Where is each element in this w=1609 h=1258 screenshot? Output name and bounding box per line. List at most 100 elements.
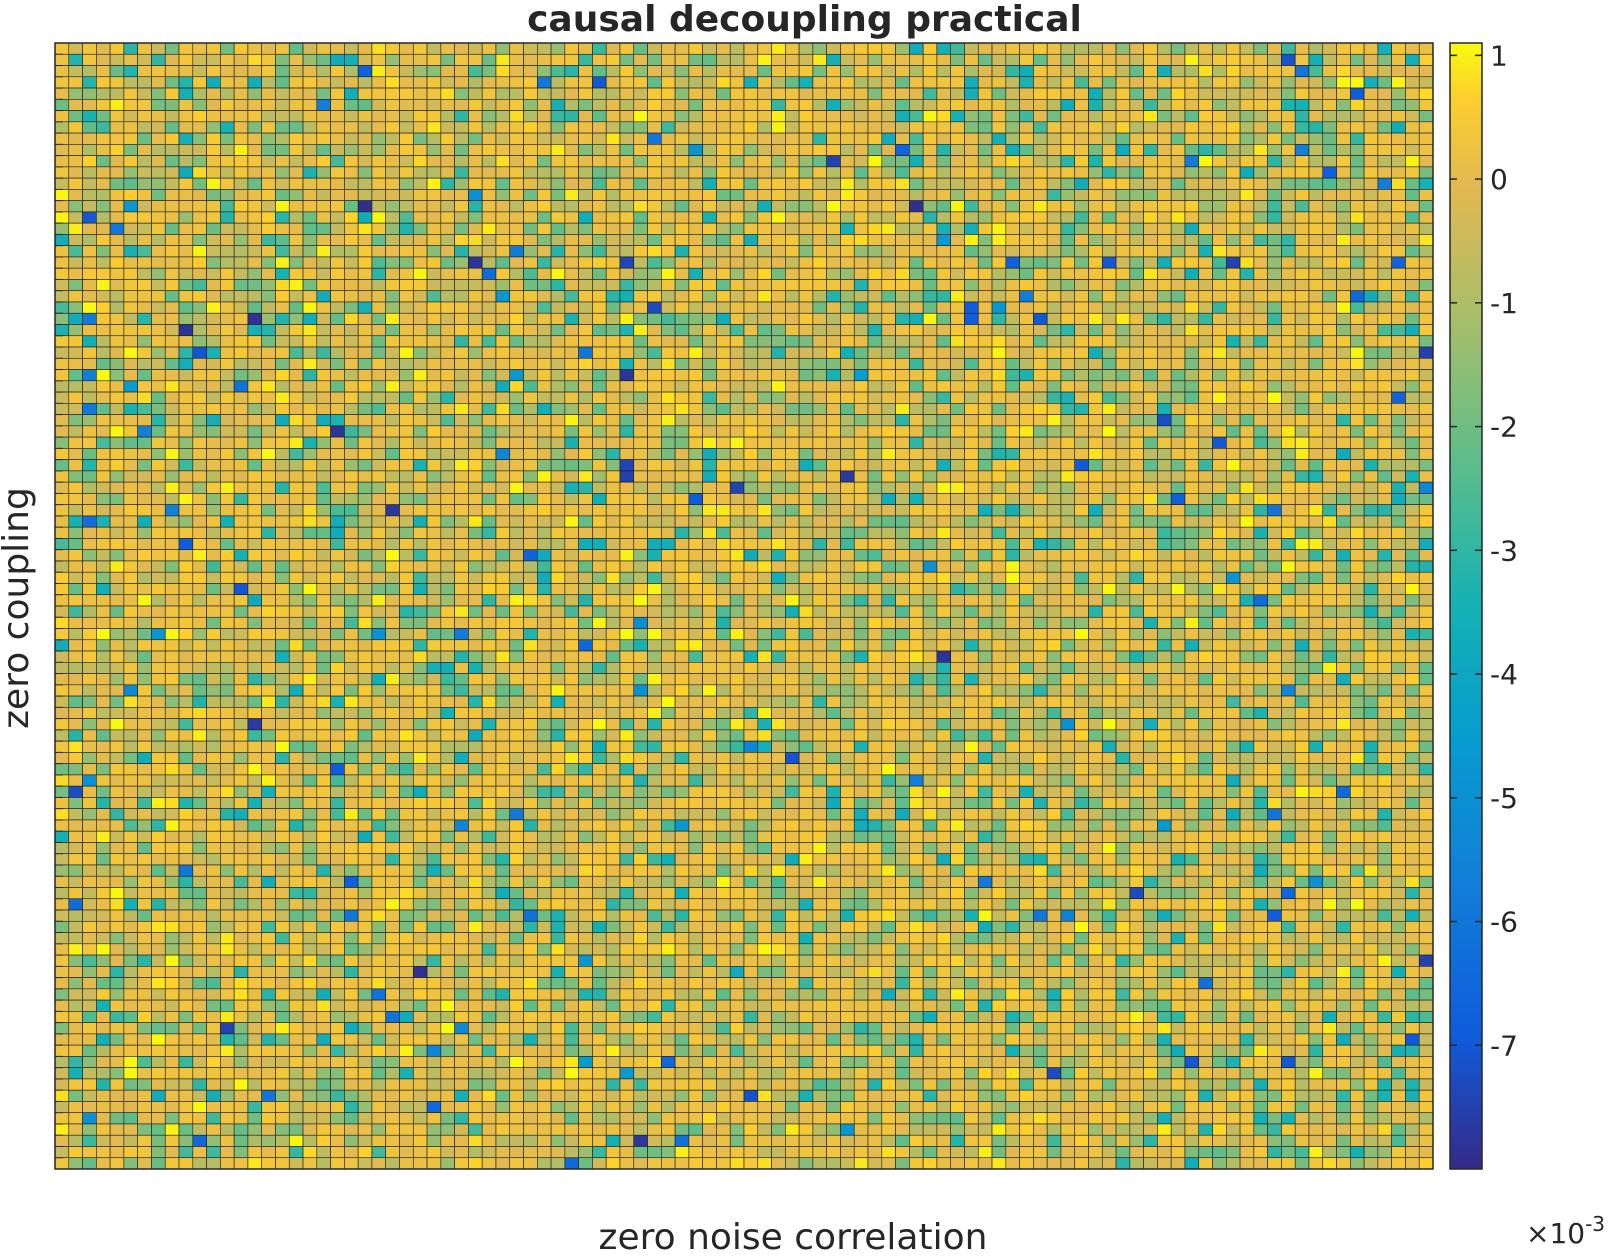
heatmap-cell <box>661 324 676 337</box>
heatmap-cell <box>137 301 152 314</box>
heatmap-cell <box>440 357 455 370</box>
heatmap-cell <box>330 155 345 168</box>
heatmap-cell <box>302 110 318 123</box>
heatmap-cell <box>1088 515 1103 528</box>
heatmap-cell <box>1363 526 1379 539</box>
heatmap-cell <box>1019 53 1034 66</box>
heatmap-cell <box>468 290 483 303</box>
heatmap-cell <box>1281 245 1296 258</box>
heatmap-cell <box>757 245 772 258</box>
heatmap-cell <box>647 42 662 55</box>
heatmap-cell <box>895 132 910 145</box>
heatmap-cell <box>1267 290 1282 303</box>
heatmap-cell <box>454 110 469 123</box>
heatmap-cell <box>371 403 387 415</box>
heatmap-cell <box>757 560 772 573</box>
heatmap-cell <box>1074 166 1089 179</box>
heatmap-cell <box>164 414 180 427</box>
heatmap-cell <box>1170 53 1186 66</box>
heatmap-cell <box>743 312 759 325</box>
heatmap-cell <box>661 594 676 607</box>
heatmap-cell <box>991 189 1007 201</box>
heatmap-cell <box>68 312 83 325</box>
heatmap-cell <box>275 121 290 134</box>
heatmap-cell <box>164 369 180 382</box>
heatmap-cell <box>922 42 938 55</box>
heatmap-cell <box>688 583 703 596</box>
heatmap-cell <box>1170 470 1186 483</box>
heatmap-cell <box>233 436 249 449</box>
heatmap-cell <box>399 256 414 269</box>
heatmap-cell <box>233 504 249 517</box>
heatmap-cell <box>909 571 924 584</box>
heatmap-cell <box>564 538 579 551</box>
heatmap-cell <box>164 65 180 78</box>
heatmap-cell <box>1184 245 1200 258</box>
heatmap-cell <box>357 256 373 269</box>
heatmap-cell <box>550 414 566 427</box>
heatmap-cell <box>1391 290 1406 303</box>
heatmap-cell <box>895 267 910 280</box>
heatmap-cell <box>1129 470 1144 483</box>
heatmap-cell <box>399 177 414 190</box>
heatmap-cell <box>68 560 83 573</box>
heatmap-cell <box>881 526 896 539</box>
heatmap-cell <box>233 267 249 280</box>
heatmap-cell <box>895 200 910 213</box>
heatmap-cell <box>1363 301 1379 314</box>
heatmap-cell <box>1308 132 1324 145</box>
heatmap-cell <box>1418 245 1434 258</box>
heatmap-cell <box>688 391 703 404</box>
heatmap-cell <box>633 357 648 370</box>
heatmap-cell <box>302 177 318 190</box>
heatmap-cell <box>481 414 497 427</box>
heatmap-cell <box>564 110 579 123</box>
heatmap-cell <box>468 121 483 134</box>
heatmap-cell <box>68 425 83 438</box>
heatmap-cell <box>468 583 483 596</box>
heatmap-cell <box>1088 436 1103 449</box>
heatmap-cell <box>495 279 511 292</box>
heatmap-cell <box>757 267 772 280</box>
heatmap-cell <box>385 144 400 156</box>
heatmap-cell <box>123 42 138 55</box>
heatmap-cell <box>1129 222 1144 235</box>
heatmap-cell <box>619 65 635 78</box>
heatmap-cell <box>798 189 814 201</box>
heatmap-cell <box>950 65 965 78</box>
heatmap-cell <box>1033 155 1048 168</box>
heatmap-cell <box>54 538 70 551</box>
heatmap-cell <box>564 279 579 292</box>
heatmap-cell <box>288 222 304 235</box>
heatmap-cell <box>1143 436 1158 449</box>
heatmap-cell <box>1170 87 1186 100</box>
heatmap-cell <box>1198 211 1213 224</box>
heatmap-cell <box>454 324 469 337</box>
heatmap-cell <box>647 560 662 573</box>
heatmap-cell <box>1336 256 1351 269</box>
heatmap-cell <box>840 594 855 607</box>
heatmap-cell <box>1005 526 1020 539</box>
heatmap-cell <box>275 312 290 325</box>
heatmap-cell <box>1005 459 1020 472</box>
heatmap-cell <box>288 583 304 596</box>
heatmap-cell <box>1239 414 1255 427</box>
heatmap-cell <box>702 301 717 314</box>
heatmap-cell <box>633 493 648 505</box>
heatmap-cell <box>385 110 400 123</box>
heatmap-cell <box>661 380 676 393</box>
heatmap-cell <box>716 448 731 460</box>
heatmap-cell <box>909 234 924 246</box>
heatmap-cell <box>1170 594 1186 607</box>
heatmap-cell <box>1239 538 1255 551</box>
heatmap-cell <box>220 301 235 314</box>
heatmap-cell <box>54 234 70 246</box>
heatmap-cell <box>1019 369 1034 382</box>
heatmap-cell <box>991 324 1007 337</box>
heatmap-cell <box>936 448 951 460</box>
heatmap-cell <box>137 110 152 123</box>
heatmap-cell <box>54 594 70 607</box>
heatmap-cell <box>977 155 993 168</box>
heatmap-cell <box>523 459 538 472</box>
heatmap-cell <box>357 110 373 123</box>
